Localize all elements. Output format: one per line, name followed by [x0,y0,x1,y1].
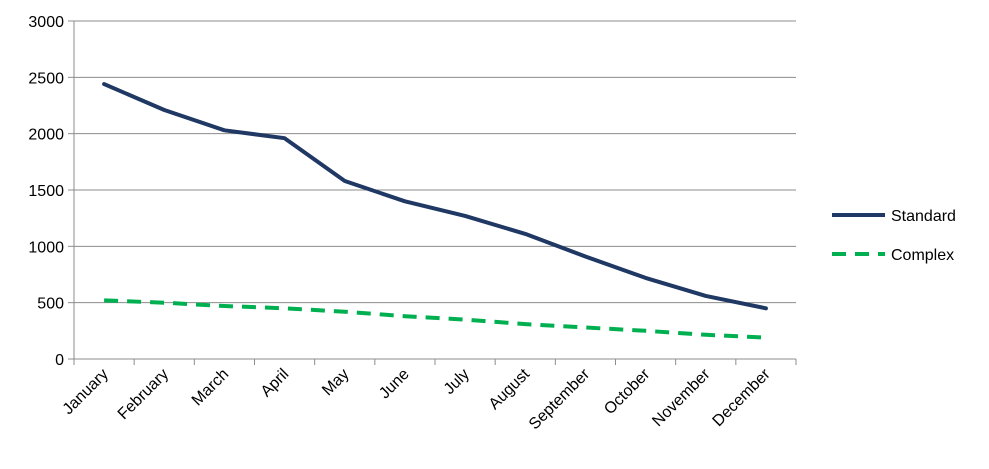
y-tick-label: 3000 [28,14,64,31]
x-tick-label: May [319,366,352,399]
y-tick-label: 2500 [28,70,64,87]
x-tick-label: July [441,366,473,398]
y-tick-label: 2000 [28,127,64,144]
legend-label-complex: Complex [891,247,954,264]
y-tick-label: 500 [37,296,64,313]
legend-label-standard: Standard [891,208,956,225]
series-line-complex [104,298,766,340]
x-tick-label: June [376,366,413,403]
legend: Standard Complex [832,208,956,264]
y-tick-label: 1500 [28,183,64,200]
gridlines [74,20,796,304]
x-tick-label: September [526,365,594,433]
x-tick-label: January [60,366,112,418]
x-tick-label: November [649,365,714,430]
x-tick-label: October [601,365,654,418]
x-tick-label: August [486,365,534,413]
y-tick-label: 1000 [28,239,64,256]
series-line-standard [102,82,768,311]
x-tick-label: December [710,365,775,430]
x-tick-label: February [115,366,172,423]
x-tick-label: April [258,366,293,401]
y-axis-ticks: 0 500 1000 1500 2000 2500 3000 [28,14,74,369]
x-axis-ticks: January February March April May June July Augu… [60,359,797,433]
y-tick-label: 0 [55,352,64,369]
x-tick-label: March [189,366,232,409]
series-lines [102,82,768,340]
